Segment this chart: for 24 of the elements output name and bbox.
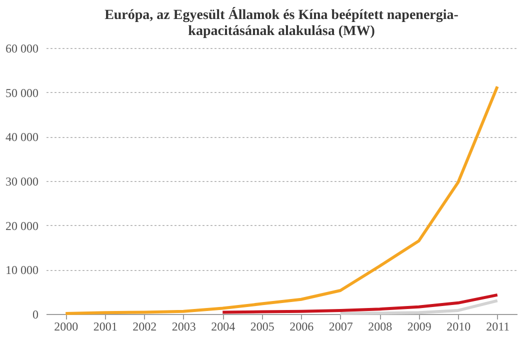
text: kapacitásának alakulása (MW) xyxy=(188,24,375,39)
x-tick-label: 2005 xyxy=(250,320,274,334)
x-tick-label: 2002 xyxy=(132,320,157,334)
y-tick-label: 60 000 xyxy=(6,42,38,56)
x-tick-label: 2001 xyxy=(93,320,118,334)
y-tick-label: 40 000 xyxy=(6,130,38,144)
x-tick-label: 2009 xyxy=(407,320,432,334)
x-tick-label: 2007 xyxy=(328,320,353,334)
y-tick-label: 10 000 xyxy=(6,263,38,278)
x-tick-label: 2008 xyxy=(368,320,392,334)
x-tick-label: 2011 xyxy=(486,320,510,334)
line-series xyxy=(64,85,499,316)
x-tick-label: 2000 xyxy=(54,320,78,334)
x-tick-label: 2010 xyxy=(446,320,471,334)
x-tick-label: 2004 xyxy=(211,320,236,334)
text: Európa, az Egyesült Államok és Kína beépített napenergia- xyxy=(104,8,458,23)
x-tick-label: 2006 xyxy=(290,320,314,334)
y-tick-label: 0 xyxy=(32,308,38,322)
line-series xyxy=(221,293,499,314)
y-tick-label: 20 000 xyxy=(6,218,38,233)
y-tick-label: 50 000 xyxy=(6,86,38,100)
line-series xyxy=(338,299,499,316)
x-tick-label: 2003 xyxy=(172,320,196,334)
y-tick-label: 30 000 xyxy=(6,174,38,188)
